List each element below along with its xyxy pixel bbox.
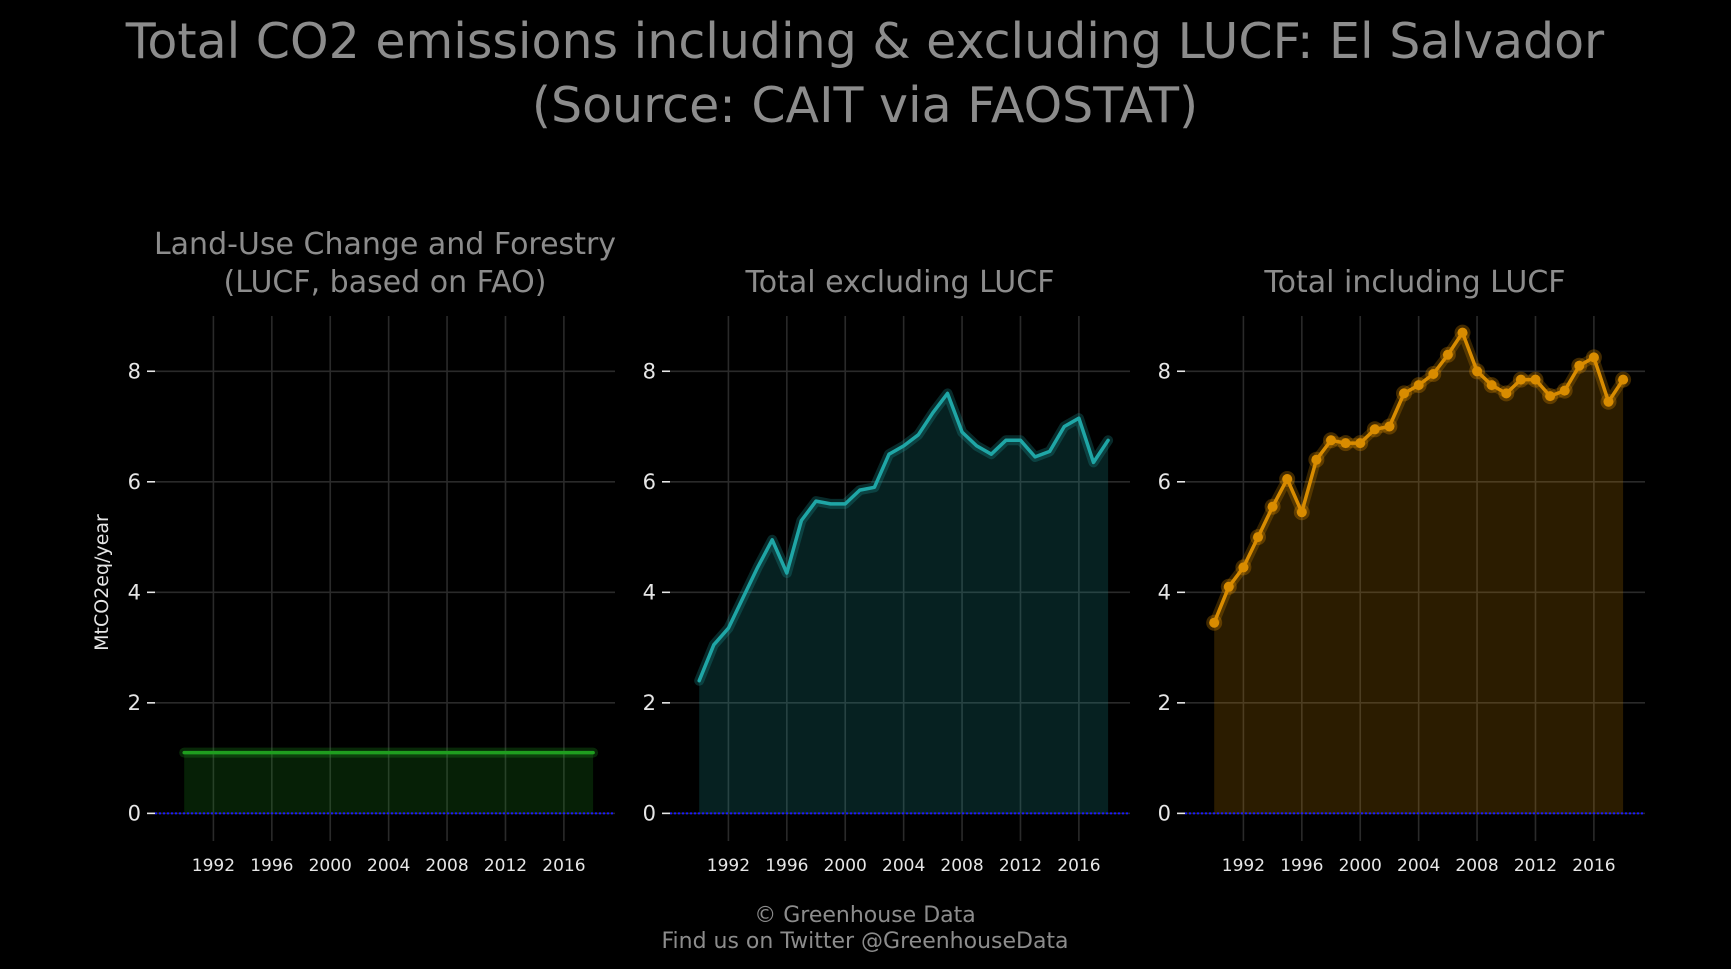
series-line (697, 391, 1110, 683)
y-tick-label: 2 (128, 691, 141, 715)
y-tick-label: 6 (643, 470, 656, 494)
x-tick-label: 2008 (425, 856, 468, 876)
data-point (1501, 388, 1512, 399)
data-point (1442, 349, 1453, 360)
y-tick-label: 8 (643, 359, 656, 383)
y-tick-label: 4 (128, 580, 141, 604)
x-tick-label: 1992 (192, 856, 235, 876)
data-point (1559, 385, 1570, 396)
y-tick-label: 8 (128, 359, 141, 383)
data-point (1457, 327, 1468, 338)
x-tick-label: 2000 (309, 856, 352, 876)
x-tick-label: 2012 (999, 856, 1042, 876)
data-point (1574, 360, 1585, 371)
figure-title-line1: Total CO2 emissions including & excludin… (125, 13, 1605, 70)
data-point (1530, 374, 1541, 385)
y-tick-label: 4 (1158, 580, 1171, 604)
chart-panels: Land-Use Change and Forestry(LUCF, based… (91, 227, 1645, 876)
data-point (1355, 438, 1366, 449)
x-tick-label: 2012 (484, 856, 527, 876)
data-point (1618, 374, 1629, 385)
x-tick-label: 2008 (1455, 856, 1498, 876)
data-point (1413, 380, 1424, 391)
data-point (1472, 366, 1483, 377)
x-tick-label: 1996 (1280, 856, 1323, 876)
footer-twitter: Find us on Twitter @GreenhouseData (661, 929, 1068, 954)
x-tick-label: 2016 (1057, 856, 1100, 876)
data-point (1588, 352, 1599, 363)
data-point (1399, 388, 1409, 399)
y-tick-label: 8 (1158, 359, 1171, 383)
data-point (1428, 369, 1439, 379)
y-tick-label: 4 (643, 580, 656, 604)
y-tick-label: 6 (128, 470, 141, 494)
data-point (1326, 435, 1336, 446)
y-tick-label: 0 (643, 801, 656, 825)
y-tick-label: 2 (1158, 691, 1171, 715)
data-point (1209, 617, 1220, 628)
x-tick-label: 2000 (1339, 856, 1382, 876)
data-point (1238, 562, 1249, 573)
x-tick-label: 1992 (1222, 856, 1265, 876)
x-tick-label: 1996 (765, 856, 808, 876)
x-tick-label: 2012 (1514, 856, 1557, 876)
data-point (1340, 438, 1351, 449)
data-point (1369, 424, 1380, 435)
y-tick-label: 2 (643, 691, 656, 715)
data-point (1384, 421, 1395, 432)
data-point (1267, 501, 1278, 512)
data-point (1545, 391, 1556, 402)
y-axis-label: MtCO2eq/year (91, 514, 113, 651)
data-point (1515, 374, 1526, 385)
x-tick-label: 2004 (1397, 856, 1440, 876)
panel-title-line: Total including LUCF (1263, 265, 1565, 300)
x-tick-label: 2016 (1572, 856, 1615, 876)
panel-title-line: (LUCF, based on FAO) (224, 265, 547, 300)
x-tick-label: 2000 (824, 856, 867, 876)
series-area-fill (1214, 332, 1624, 814)
data-point (1253, 532, 1263, 543)
y-tick-label: 0 (1158, 801, 1171, 825)
chart-panel-3: Total including LUCF 0 2 4 6 8 1992 1996 2000 200… (1158, 265, 1645, 876)
data-point (1486, 380, 1497, 391)
x-tick-label: 2004 (882, 856, 925, 876)
chart-panel-1: Land-Use Change and Forestry(LUCF, based… (91, 227, 616, 876)
y-tick-label: 6 (1158, 470, 1171, 494)
x-tick-label: 1992 (707, 856, 750, 876)
x-tick-label: 1996 (250, 856, 293, 876)
data-point (1311, 454, 1322, 465)
panel-title-line: Land-Use Change and Forestry (154, 227, 616, 262)
series-area-fill (699, 393, 1109, 814)
data-point (1282, 474, 1293, 484)
x-tick-label: 2016 (542, 856, 585, 876)
chart-panel-2: Total excluding LUCF 0 2 4 6 8 1992 1996 2000 200… (643, 265, 1130, 876)
data-point (1603, 396, 1614, 407)
x-tick-label: 2008 (940, 856, 983, 876)
footer-copyright: © Greenhouse Data (754, 903, 975, 928)
panel-title-line: Total excluding LUCF (745, 265, 1055, 300)
series-area-fill (184, 752, 594, 814)
data-point (1296, 507, 1307, 518)
figure-title-line2: (Source: CAIT via FAOSTAT) (532, 77, 1198, 134)
y-tick-label: 0 (128, 801, 141, 825)
data-point (1223, 581, 1234, 592)
x-tick-label: 2004 (367, 856, 410, 876)
